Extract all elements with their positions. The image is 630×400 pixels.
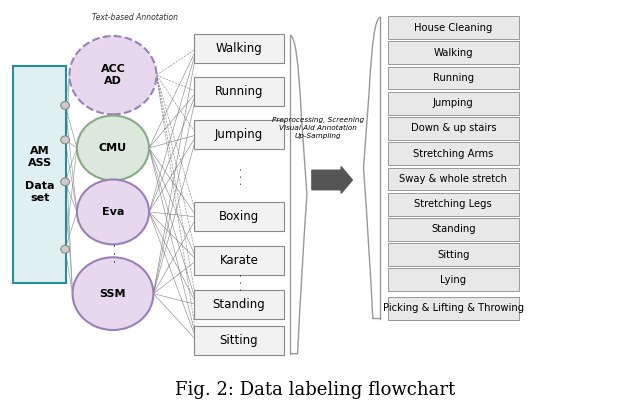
Text: Stretching Legs: Stretching Legs — [415, 199, 492, 209]
Text: . . .: . . . — [234, 274, 244, 291]
FancyBboxPatch shape — [194, 246, 284, 275]
FancyBboxPatch shape — [194, 290, 284, 319]
FancyBboxPatch shape — [387, 16, 519, 39]
Ellipse shape — [72, 257, 153, 330]
Text: Picking & Lifting & Throwing: Picking & Lifting & Throwing — [383, 303, 524, 313]
FancyBboxPatch shape — [387, 297, 519, 320]
Ellipse shape — [60, 245, 69, 253]
FancyBboxPatch shape — [387, 218, 519, 241]
Text: Karate: Karate — [219, 254, 258, 267]
FancyBboxPatch shape — [387, 168, 519, 190]
Text: Stretching Arms: Stretching Arms — [413, 149, 493, 159]
FancyBboxPatch shape — [194, 77, 284, 106]
Text: Standing: Standing — [212, 298, 265, 311]
FancyBboxPatch shape — [194, 34, 284, 63]
Text: Sitting: Sitting — [437, 250, 469, 260]
FancyArrow shape — [312, 167, 352, 193]
FancyBboxPatch shape — [387, 42, 519, 64]
Text: Walking: Walking — [433, 48, 473, 58]
Text: CMU: CMU — [99, 143, 127, 153]
Text: Jumping: Jumping — [433, 98, 474, 108]
Text: Sitting: Sitting — [219, 334, 258, 347]
Text: Lying: Lying — [440, 275, 466, 285]
Text: Eva: Eva — [102, 207, 124, 217]
Text: ACC
AD: ACC AD — [101, 64, 125, 86]
FancyBboxPatch shape — [387, 268, 519, 291]
Text: . . .: . . . — [234, 167, 244, 185]
Text: AM
ASS

Data
set: AM ASS Data set — [25, 146, 55, 203]
Text: Fig. 2: Data labeling flowchart: Fig. 2: Data labeling flowchart — [175, 381, 455, 399]
Text: House Cleaning: House Cleaning — [414, 23, 493, 33]
Ellipse shape — [77, 116, 149, 180]
Ellipse shape — [60, 178, 69, 186]
FancyBboxPatch shape — [387, 193, 519, 216]
Text: Running: Running — [215, 85, 263, 98]
FancyBboxPatch shape — [387, 117, 519, 140]
FancyBboxPatch shape — [387, 92, 519, 115]
Text: Jumping: Jumping — [215, 128, 263, 141]
FancyBboxPatch shape — [387, 142, 519, 165]
FancyBboxPatch shape — [194, 326, 284, 356]
Text: SSM: SSM — [100, 289, 126, 299]
Text: Running: Running — [433, 73, 474, 83]
FancyBboxPatch shape — [194, 202, 284, 232]
FancyBboxPatch shape — [194, 120, 284, 150]
Text: Walking: Walking — [215, 42, 262, 55]
Ellipse shape — [60, 136, 69, 144]
Text: Text-based Annotation: Text-based Annotation — [92, 13, 178, 22]
Text: Down & up stairs: Down & up stairs — [411, 124, 496, 134]
Ellipse shape — [60, 102, 69, 109]
Ellipse shape — [77, 180, 149, 244]
FancyBboxPatch shape — [387, 243, 519, 266]
Text: Standing: Standing — [431, 224, 476, 234]
Text: Sway & whole stretch: Sway & whole stretch — [399, 174, 507, 184]
FancyBboxPatch shape — [387, 67, 519, 90]
Ellipse shape — [69, 36, 156, 114]
FancyBboxPatch shape — [13, 66, 66, 283]
Text: Preprocessing, Screening
Visual Aid Annotation
Up-Sampling: Preprocessing, Screening Visual Aid Anno… — [272, 117, 364, 139]
Text: Boxing: Boxing — [219, 210, 259, 224]
Text: . . .: . . . — [106, 243, 120, 263]
